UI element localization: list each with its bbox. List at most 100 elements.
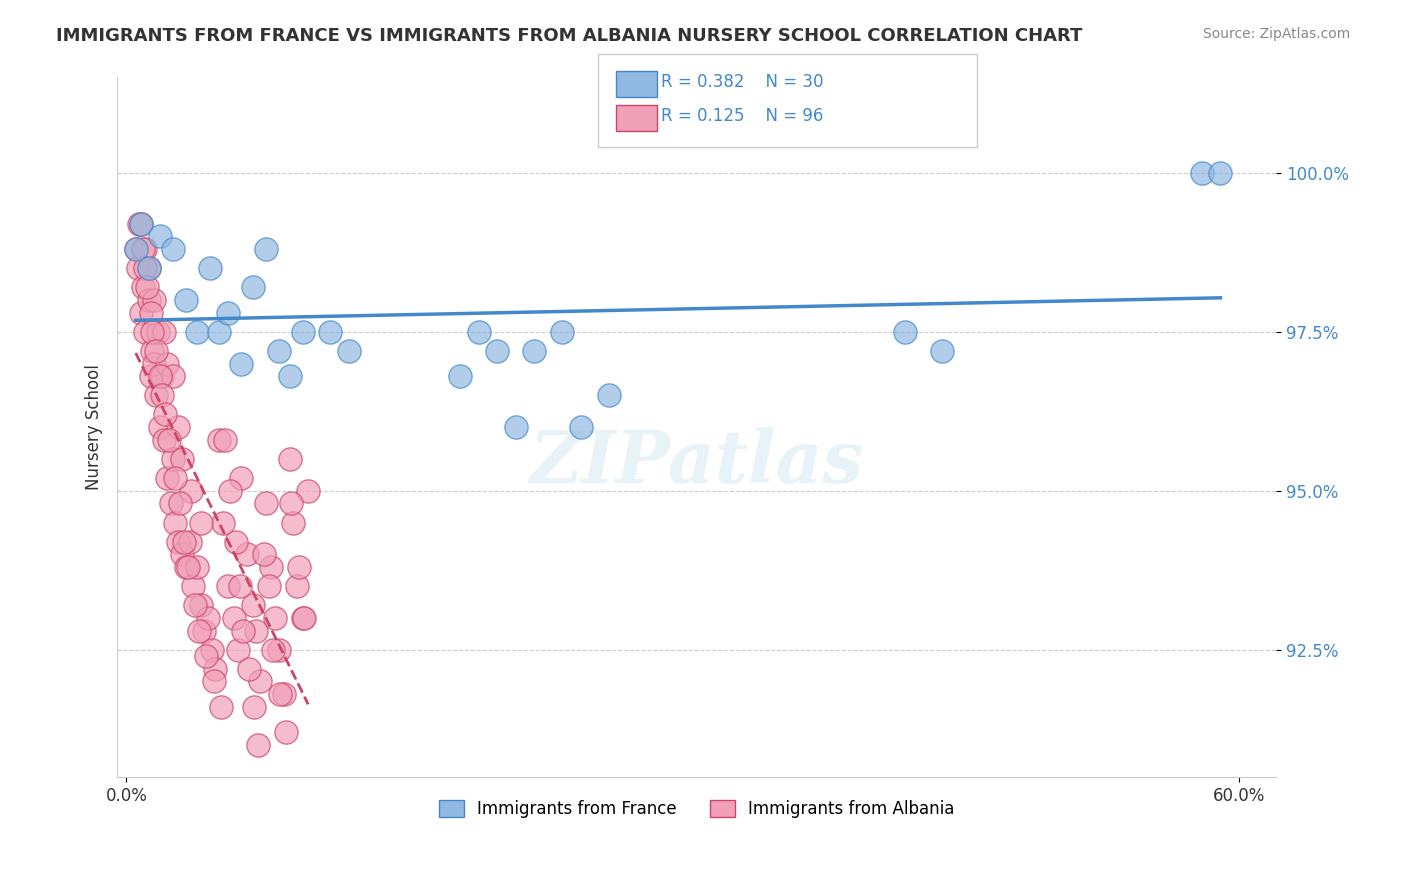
Point xyxy=(169,496,191,510)
Point xyxy=(337,343,360,358)
Point xyxy=(162,369,184,384)
Point xyxy=(186,560,208,574)
Point xyxy=(486,343,509,358)
Point xyxy=(225,534,247,549)
Point xyxy=(149,369,172,384)
Point xyxy=(173,534,195,549)
Point xyxy=(150,388,173,402)
Point xyxy=(155,408,177,422)
Point xyxy=(143,293,166,307)
Point xyxy=(219,483,242,498)
Point xyxy=(152,325,174,339)
Point xyxy=(283,516,305,530)
Point xyxy=(197,611,219,625)
Point xyxy=(125,242,148,256)
Point xyxy=(145,343,167,358)
Point xyxy=(179,534,201,549)
Point xyxy=(134,261,156,276)
Point xyxy=(156,471,179,485)
Point xyxy=(243,700,266,714)
Point xyxy=(228,579,250,593)
Point xyxy=(152,433,174,447)
Point xyxy=(150,369,173,384)
Point xyxy=(138,261,160,276)
Point xyxy=(157,433,180,447)
Point xyxy=(449,369,471,384)
Point xyxy=(156,357,179,371)
Point xyxy=(288,560,311,574)
Point xyxy=(181,579,204,593)
Point xyxy=(569,420,592,434)
Point xyxy=(193,624,215,638)
Point xyxy=(134,242,156,256)
Point xyxy=(319,325,342,339)
Point xyxy=(162,242,184,256)
Point xyxy=(180,483,202,498)
Point xyxy=(253,547,276,561)
Y-axis label: Nursery School: Nursery School xyxy=(86,364,103,490)
Legend: Immigrants from France, Immigrants from Albania: Immigrants from France, Immigrants from … xyxy=(432,793,962,824)
Point xyxy=(172,452,194,467)
Point xyxy=(226,642,249,657)
Point xyxy=(174,293,197,307)
Point xyxy=(145,388,167,402)
Point xyxy=(129,306,152,320)
Point xyxy=(280,496,302,510)
Point xyxy=(176,560,198,574)
Point xyxy=(163,516,186,530)
Point xyxy=(129,217,152,231)
Point xyxy=(132,280,155,294)
Point xyxy=(505,420,527,434)
Point xyxy=(242,280,264,294)
Point xyxy=(208,325,231,339)
Text: IMMIGRANTS FROM FRANCE VS IMMIGRANTS FROM ALBANIA NURSERY SCHOOL CORRELATION CHA: IMMIGRANTS FROM FRANCE VS IMMIGRANTS FRO… xyxy=(56,27,1083,45)
Point xyxy=(146,325,169,339)
Point xyxy=(247,738,270,752)
Point xyxy=(214,433,236,447)
Point xyxy=(267,642,290,657)
Point xyxy=(263,611,285,625)
Point xyxy=(260,560,283,574)
Point xyxy=(186,325,208,339)
Point xyxy=(1191,166,1213,180)
Point xyxy=(257,579,280,593)
Point xyxy=(291,325,314,339)
Point xyxy=(198,261,221,276)
Point xyxy=(201,642,224,657)
Point xyxy=(598,388,620,402)
Point xyxy=(238,662,260,676)
Point xyxy=(551,325,574,339)
Point xyxy=(291,611,314,625)
Point xyxy=(931,343,953,358)
Point xyxy=(190,516,212,530)
Point xyxy=(209,700,232,714)
Point xyxy=(231,357,253,371)
Point xyxy=(204,662,226,676)
Point xyxy=(208,433,231,447)
Text: ZIPatlas: ZIPatlas xyxy=(530,426,863,498)
Point xyxy=(262,642,284,657)
Point xyxy=(254,496,277,510)
Point xyxy=(163,471,186,485)
Point xyxy=(267,343,290,358)
Point xyxy=(202,674,225,689)
Point xyxy=(139,306,162,320)
Point xyxy=(212,516,235,530)
Point xyxy=(141,343,163,358)
Point xyxy=(274,725,297,739)
Point xyxy=(294,611,316,625)
Point xyxy=(245,624,267,638)
Point xyxy=(187,624,209,638)
Point xyxy=(149,229,172,244)
Point xyxy=(167,420,190,434)
Point xyxy=(297,483,319,498)
Point xyxy=(129,217,152,231)
Point xyxy=(523,343,546,358)
Point xyxy=(135,280,157,294)
Text: R = 0.125    N = 96: R = 0.125 N = 96 xyxy=(661,107,823,125)
Point xyxy=(231,471,253,485)
Point xyxy=(242,598,264,612)
Point xyxy=(141,325,163,339)
Point xyxy=(149,420,172,434)
Point xyxy=(222,611,245,625)
